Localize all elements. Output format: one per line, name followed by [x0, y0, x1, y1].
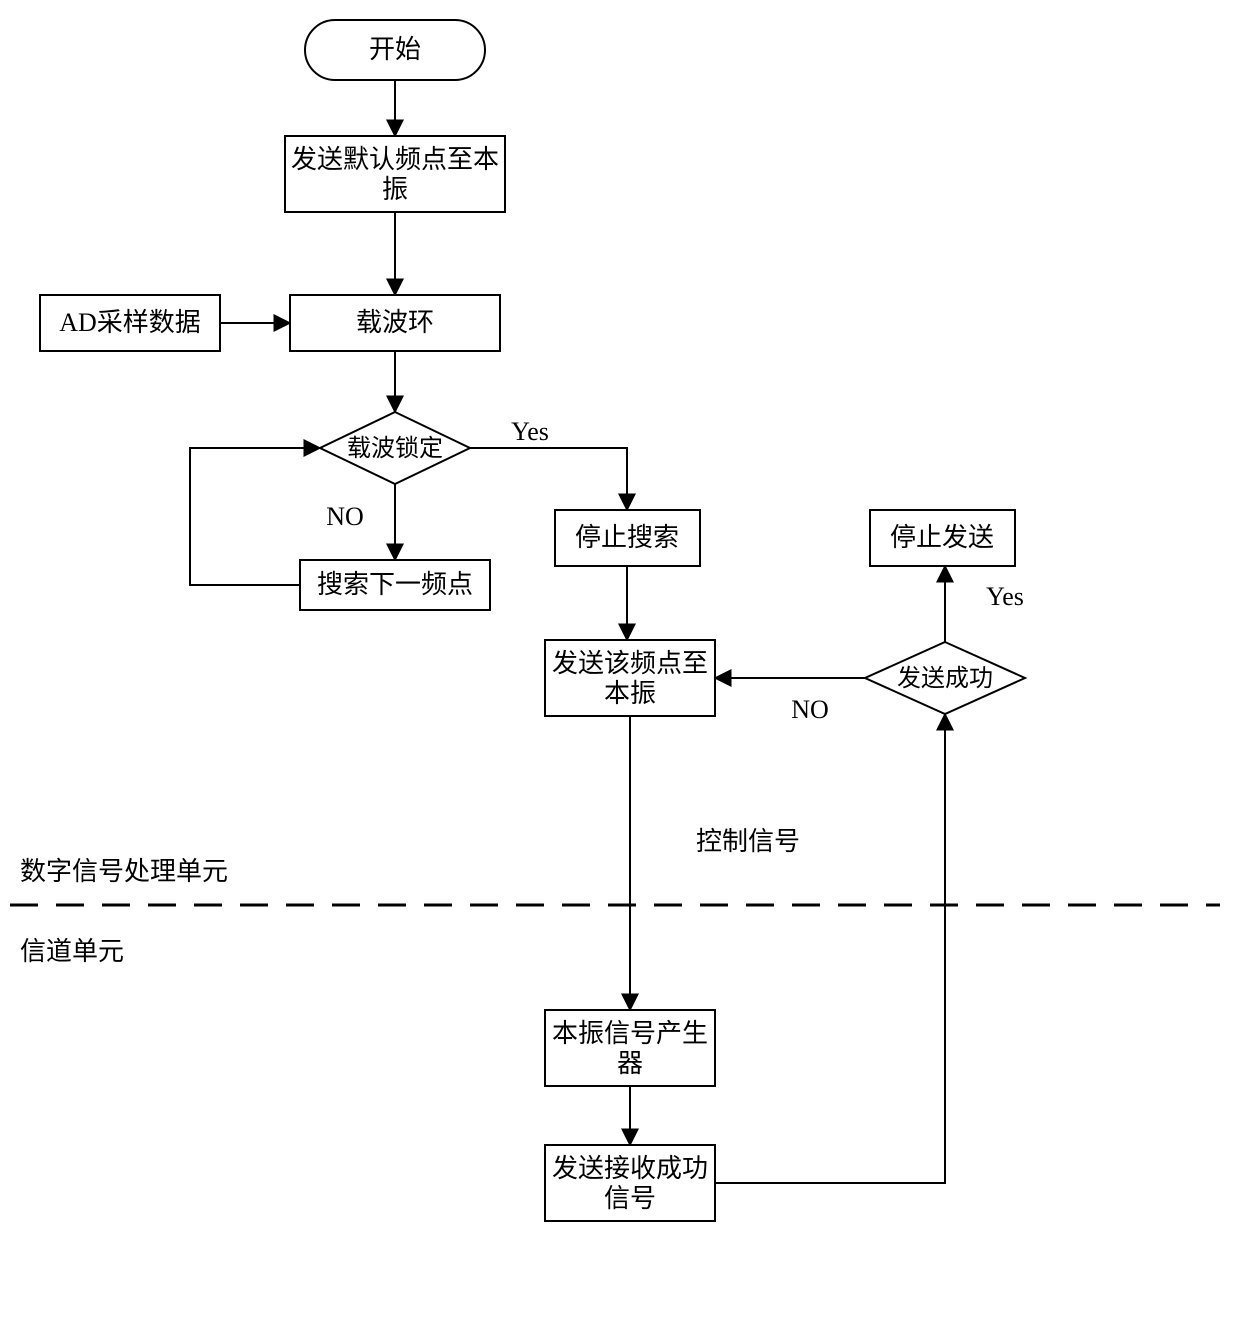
yes2-label: Yes [986, 582, 1024, 611]
send-freq-label1: 发送该频点至 [552, 649, 708, 678]
lower-section-label: 信道单元 [20, 937, 124, 966]
lo-gen-label1: 本振信号产生 [552, 1019, 708, 1048]
yes1-label: Yes [511, 417, 549, 446]
send-success-label: 发送成功 [897, 665, 993, 692]
start-label: 开始 [369, 35, 421, 64]
no2-label: NO [791, 695, 829, 724]
send-default-label2: 振 [382, 175, 408, 204]
ctrl-signal-label: 控制信号 [696, 827, 800, 856]
send-rx-ok-label1: 发送接收成功 [552, 1154, 708, 1183]
no1-label: NO [326, 502, 364, 531]
stop-search-label: 停止搜索 [575, 523, 679, 552]
flowchart-canvas: 开始 发送默认频点至本 振 AD采样数据 载波环 载波锁定 Yes NO 搜索下… [0, 0, 1240, 1344]
edge-lock-yes [470, 448, 627, 510]
edge-rxok-to-success [715, 714, 945, 1183]
send-default-label1: 发送默认频点至本 [291, 145, 499, 174]
send-rx-ok-label2: 信号 [604, 1184, 656, 1213]
stop-send-label: 停止发送 [890, 523, 994, 552]
send-freq-label2: 本振 [604, 679, 656, 708]
ad-sample-label: AD采样数据 [59, 308, 201, 337]
upper-section-label: 数字信号处理单元 [20, 857, 228, 886]
lo-gen-label2: 器 [617, 1049, 643, 1078]
carrier-loop-label: 载波环 [356, 308, 434, 337]
search-next-label: 搜索下一频点 [317, 570, 473, 599]
carrier-lock-label: 载波锁定 [347, 435, 443, 462]
